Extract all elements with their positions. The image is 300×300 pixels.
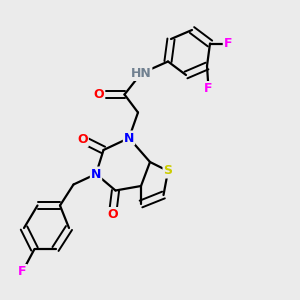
Text: N: N — [91, 167, 101, 181]
Text: O: O — [94, 88, 104, 101]
Text: O: O — [77, 133, 88, 146]
Text: S: S — [164, 164, 172, 178]
Text: N: N — [124, 131, 134, 145]
Text: F: F — [224, 37, 232, 50]
Text: F: F — [18, 265, 27, 278]
Text: HN: HN — [130, 67, 152, 80]
Text: O: O — [107, 208, 118, 221]
Text: F: F — [204, 82, 213, 95]
